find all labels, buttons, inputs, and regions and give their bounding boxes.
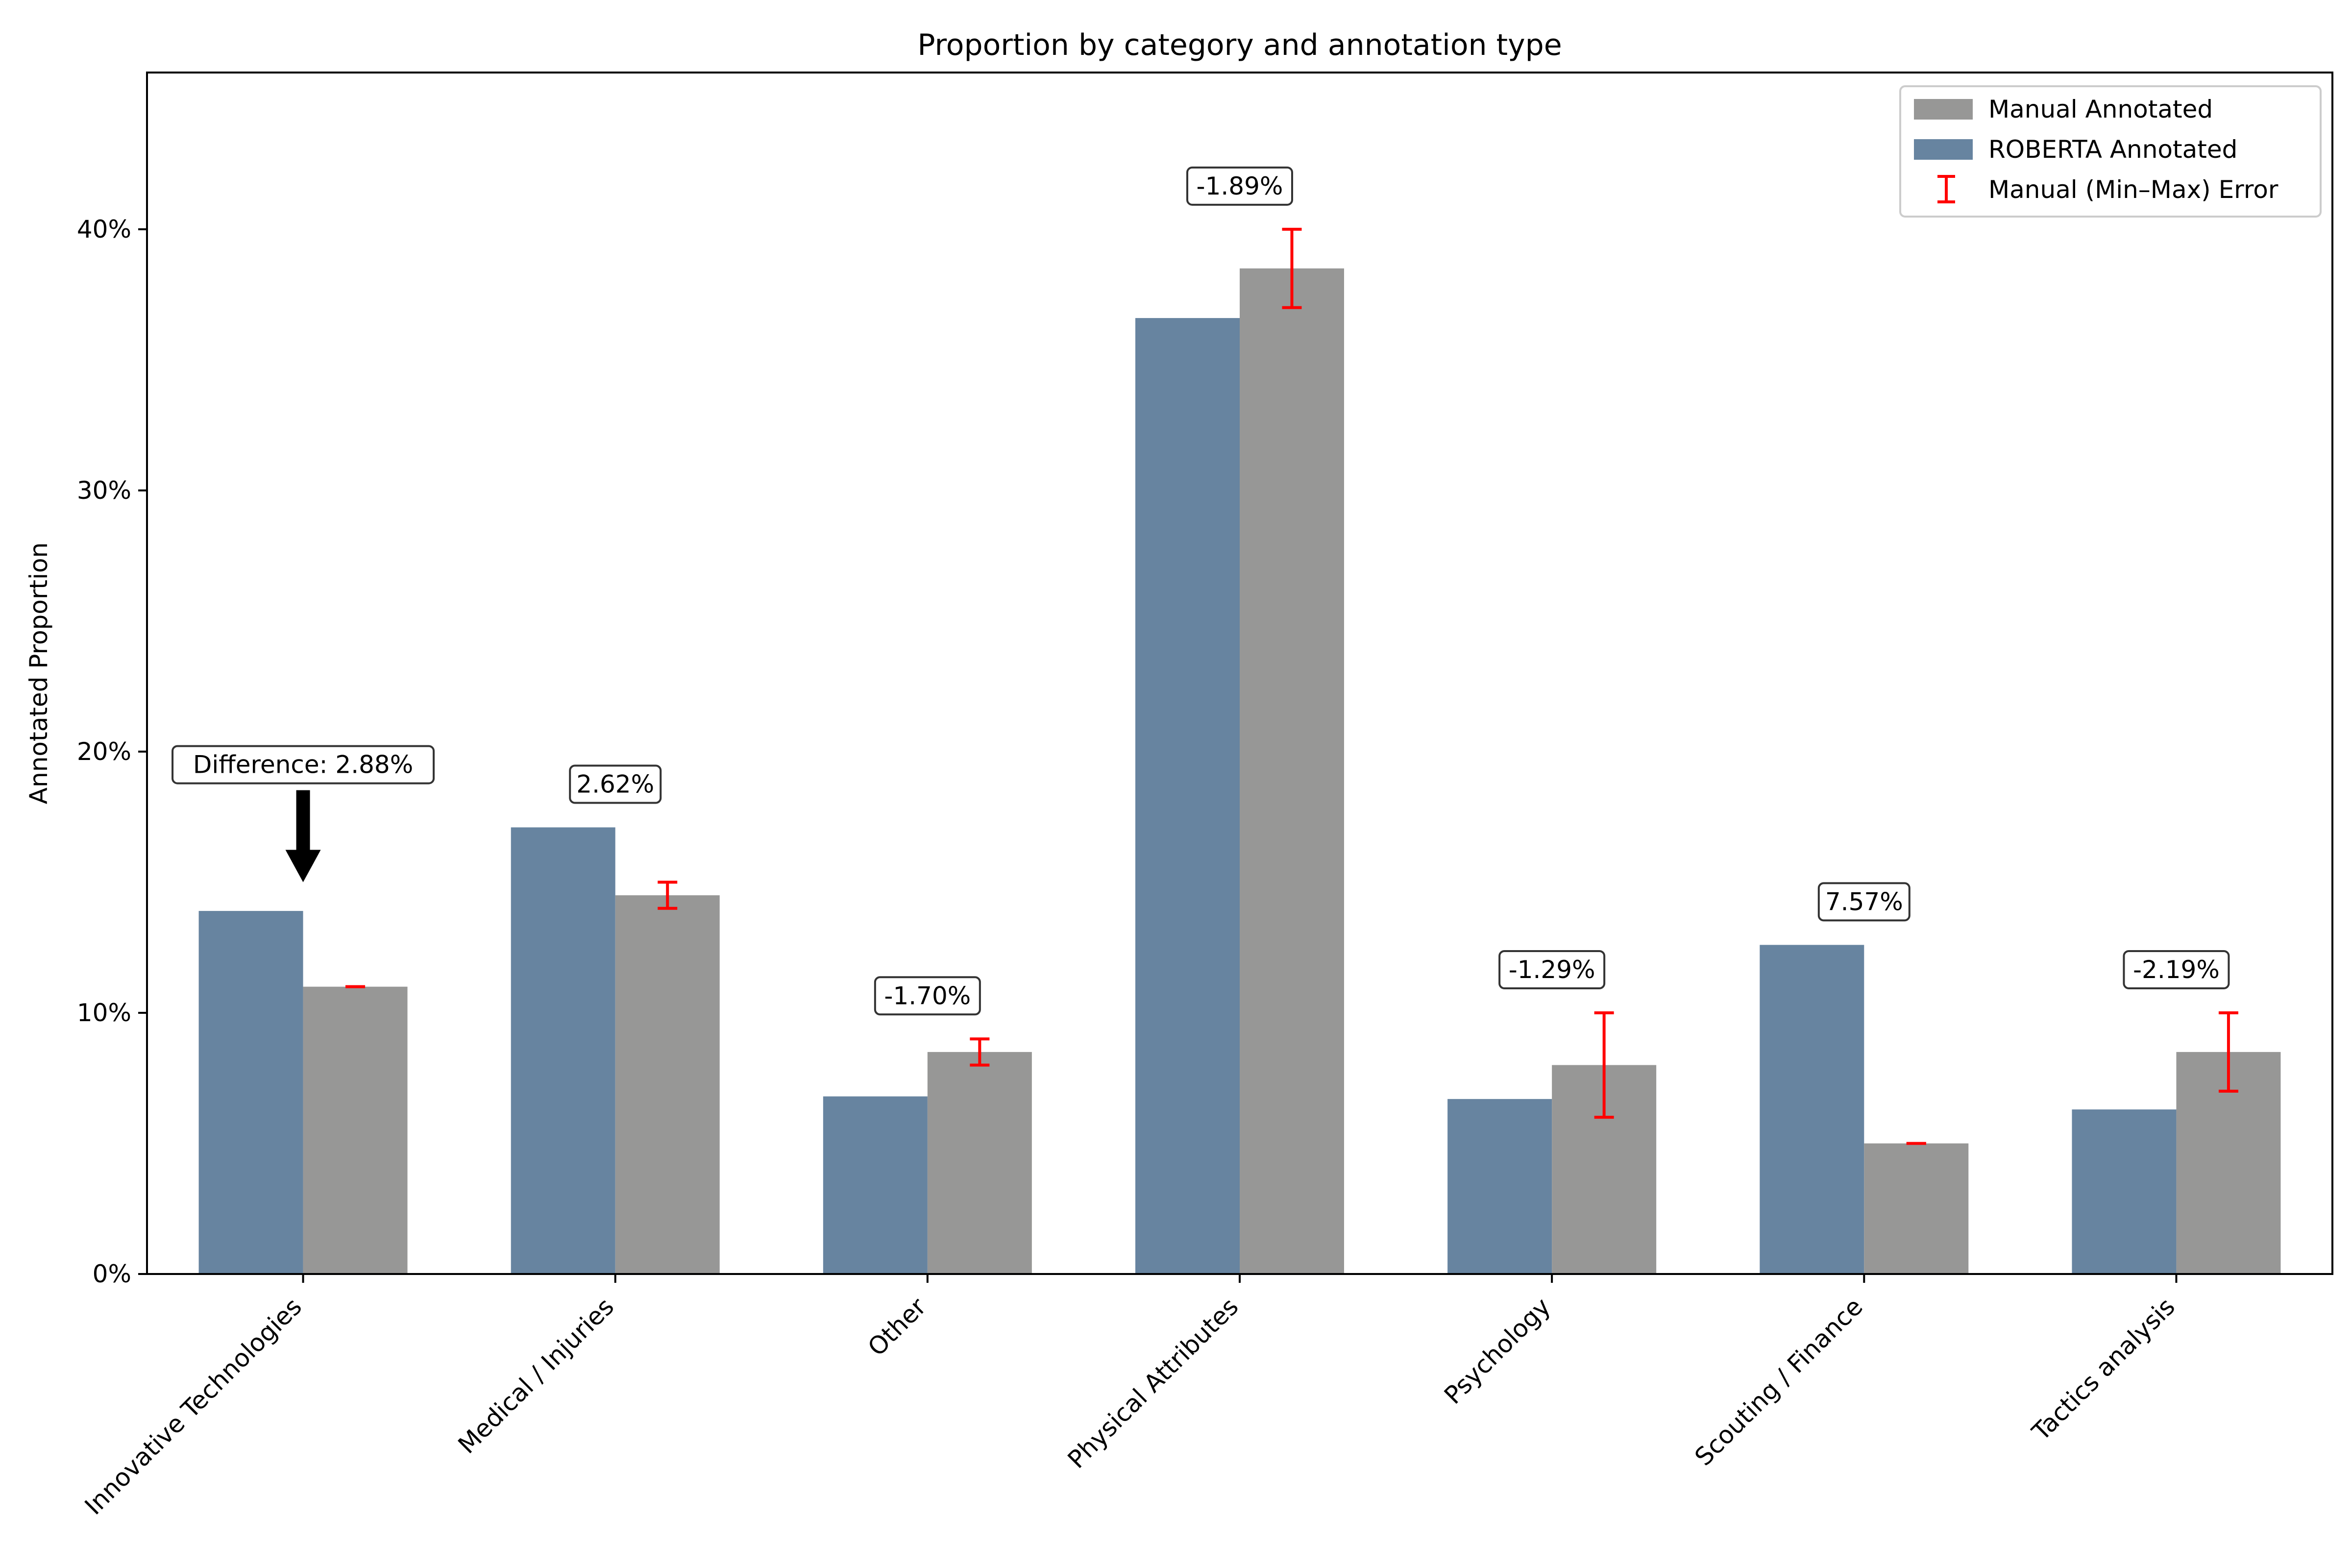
- error-bar-physical-attributes: [1282, 227, 1302, 309]
- difference-labels-layer: Difference: 2.88% 2.62% -1.70% -1.89% -1.29%…: [172, 166, 2230, 1016]
- legend-label-manual-annotated: Manual Annotated: [1988, 95, 2213, 123]
- difference-label-innovative-technologies: Difference: 2.88%: [193, 751, 413, 779]
- error-bar-medical-injuries: [658, 881, 678, 910]
- bar-manual-other: [927, 1052, 1032, 1274]
- difference-label-physical-attributes: -1.89%: [1197, 172, 1283, 200]
- error-bars-layer: [345, 227, 2238, 1145]
- legend-label-manual-min-max-error: Manual (Min–Max) Error: [1988, 175, 2278, 204]
- difference-label-psychology: -1.29%: [1509, 956, 1595, 984]
- y-tick-label: 30%: [77, 476, 131, 505]
- bar-roberta-innovative-technologies: [198, 911, 303, 1274]
- difference-label-medical-injuries: 2.62%: [576, 770, 654, 798]
- bar-roberta-scouting-finance: [1760, 945, 1864, 1274]
- error-bar-other: [970, 1037, 990, 1067]
- y-tick-label: 20%: [77, 737, 131, 766]
- legend-label-roberta-annotated: ROBERTA Annotated: [1988, 135, 2237, 164]
- difference-arrow: [285, 790, 321, 882]
- bar-manual-medical-injuries: [615, 895, 720, 1274]
- bars-layer: [198, 268, 2281, 1274]
- bar-roberta-physical-attributes: [1135, 318, 1240, 1274]
- legend-swatch-manual-annotated: [1914, 99, 1973, 120]
- y-tick-label: 40%: [77, 215, 131, 244]
- error-bar-tactics-analysis: [2218, 1011, 2238, 1093]
- difference-label-scouting-finance: 7.57%: [1825, 887, 1903, 916]
- bar-manual-innovative-technologies: [303, 986, 408, 1274]
- bar-manual-scouting-finance: [1864, 1143, 1969, 1274]
- y-axis: 0% 10% 20% 30% 40%: [77, 215, 147, 1288]
- difference-label-box-innovative-technologies: [172, 745, 435, 784]
- y-tick-label: 10%: [77, 999, 131, 1027]
- difference-label-box-scouting-finance: [1817, 882, 1911, 922]
- bar-manual-physical-attributes: [1240, 268, 1344, 1274]
- y-tick-label: 0%: [93, 1260, 131, 1288]
- chart-title: Proportion by category and annotation ty…: [917, 28, 1562, 62]
- difference-label-other: -1.70%: [884, 981, 971, 1010]
- legend-box: [1899, 85, 2322, 218]
- legend: Manual Annotated ROBERTA Annotated Manual …: [1899, 85, 2322, 218]
- difference-label-box-physical-attributes: [1186, 166, 1293, 206]
- legend-swatch-roberta-annotated: [1914, 139, 1973, 160]
- difference-label-tactics-analysis: -2.19%: [2133, 956, 2220, 984]
- bar-roberta-medical-injuries: [511, 827, 615, 1274]
- difference-label-box-psychology: [1498, 950, 1606, 989]
- y-axis-label: Annotated Proportion: [24, 542, 53, 804]
- legend-swatch-error: [1937, 175, 1955, 203]
- difference-label-box-medical-injuries: [569, 764, 662, 804]
- bar-roberta-tactics-analysis: [2072, 1109, 2177, 1274]
- difference-label-box-other: [874, 976, 981, 1016]
- bar-roberta-other: [823, 1096, 928, 1274]
- bar-roberta-psychology: [1447, 1099, 1552, 1274]
- error-bar-psychology: [1594, 1011, 1614, 1119]
- difference-label-box-tactics-analysis: [2123, 950, 2230, 989]
